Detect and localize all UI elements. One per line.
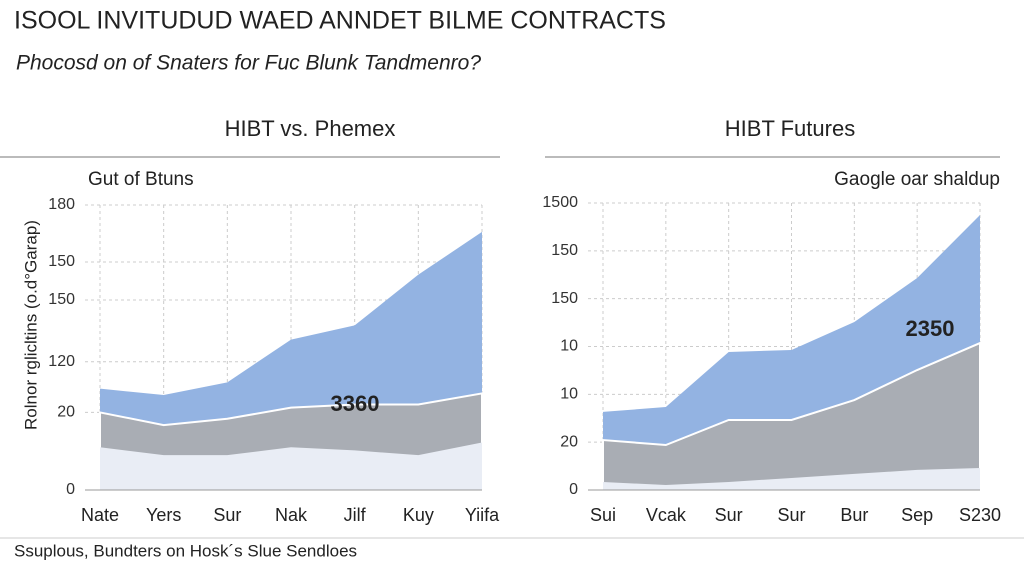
- annotation: 3360: [331, 391, 380, 416]
- y-tick-label: 150: [551, 242, 578, 259]
- x-tick-label: Yers: [146, 505, 181, 525]
- x-tick-label: Sur: [213, 505, 241, 525]
- y-tick-label: 20: [57, 404, 75, 421]
- x-tick-label: Sep: [901, 505, 933, 525]
- area: [602, 341, 981, 491]
- y-tick-label: 0: [66, 481, 75, 498]
- footer: Ssuplous, Bundters on Hosk´s Slue Sendlo…: [14, 541, 357, 560]
- y-tick-label: 150: [551, 290, 578, 307]
- y-tick-label: 150: [48, 291, 75, 308]
- y-tick-label: 10: [560, 386, 578, 403]
- chart-title: HIBT Futures: [725, 116, 855, 141]
- x-tick-label: Sur: [715, 505, 743, 525]
- y-tick-label: 0: [569, 481, 578, 498]
- x-tick-label: Nak: [275, 505, 308, 525]
- y-tick-label: 180: [48, 196, 75, 213]
- x-tick-label: Kuy: [403, 505, 434, 525]
- area: [100, 442, 482, 490]
- y-tick-label: 20: [560, 433, 578, 450]
- x-tick-label: S230: [959, 505, 1001, 525]
- chart-subtitle: Gut of Btuns: [88, 169, 194, 190]
- page-title: ISOOL INVITUDUD WAED ANNDET BILME CONTRA…: [14, 7, 666, 35]
- x-tick-label: Yiifa: [465, 505, 500, 525]
- annotation: 2350: [906, 316, 955, 341]
- x-tick-label: Jilf: [344, 505, 367, 525]
- y-tick-label: 10: [560, 338, 578, 355]
- x-tick-label: Bur: [840, 505, 868, 525]
- x-tick-label: Nate: [81, 505, 119, 525]
- x-tick-label: Vcak: [646, 505, 687, 525]
- chart-subtitle: Gaogle oar shaldup: [834, 169, 1000, 190]
- area: [603, 467, 980, 490]
- y-tick-label: 120: [48, 353, 75, 370]
- y-tick-label: 150: [48, 253, 75, 270]
- page-subtitle: Phocosd on of Snaters for Fuc Blunk Tand…: [16, 52, 481, 75]
- chart-title: HIBT vs. Phemex: [225, 116, 396, 141]
- y-tick-label: 1500: [542, 194, 578, 211]
- x-tick-label: Sur: [777, 505, 805, 525]
- x-tick-label: Sui: [590, 505, 616, 525]
- y-axis-label: Rolnor rglicltins (o.d°Garap): [21, 220, 40, 430]
